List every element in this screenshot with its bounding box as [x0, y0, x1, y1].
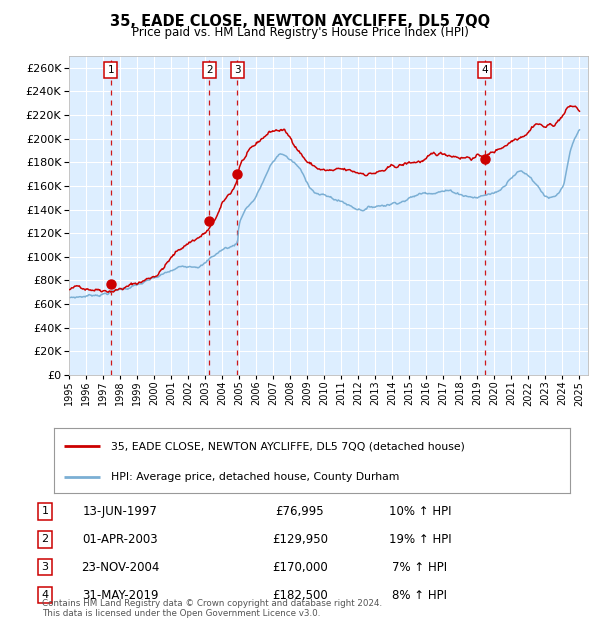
Text: 2: 2 — [41, 534, 49, 544]
Text: 19% ↑ HPI: 19% ↑ HPI — [389, 533, 451, 546]
Text: 10% ↑ HPI: 10% ↑ HPI — [389, 505, 451, 518]
Text: 3: 3 — [234, 65, 241, 75]
Text: £170,000: £170,000 — [272, 561, 328, 574]
Text: 8% ↑ HPI: 8% ↑ HPI — [392, 589, 448, 601]
Text: 1: 1 — [107, 65, 114, 75]
Text: 13-JUN-1997: 13-JUN-1997 — [83, 505, 157, 518]
Text: 31-MAY-2019: 31-MAY-2019 — [82, 589, 158, 601]
Text: 7% ↑ HPI: 7% ↑ HPI — [392, 561, 448, 574]
Text: £182,500: £182,500 — [272, 589, 328, 601]
Text: 3: 3 — [41, 562, 49, 572]
Text: 4: 4 — [481, 65, 488, 75]
Text: 1: 1 — [41, 507, 49, 516]
Text: 35, EADE CLOSE, NEWTON AYCLIFFE, DL5 7QQ: 35, EADE CLOSE, NEWTON AYCLIFFE, DL5 7QQ — [110, 14, 490, 29]
Text: £129,950: £129,950 — [272, 533, 328, 546]
Text: 4: 4 — [41, 590, 49, 600]
Text: 2: 2 — [206, 65, 212, 75]
Text: 23-NOV-2004: 23-NOV-2004 — [81, 561, 159, 574]
Text: Contains HM Land Registry data © Crown copyright and database right 2024.
This d: Contains HM Land Registry data © Crown c… — [42, 599, 382, 618]
Text: 35, EADE CLOSE, NEWTON AYCLIFFE, DL5 7QQ (detached house): 35, EADE CLOSE, NEWTON AYCLIFFE, DL5 7QQ… — [111, 441, 464, 451]
Text: HPI: Average price, detached house, County Durham: HPI: Average price, detached house, Coun… — [111, 472, 399, 482]
Text: 01-APR-2003: 01-APR-2003 — [82, 533, 158, 546]
Text: £76,995: £76,995 — [275, 505, 325, 518]
Text: Price paid vs. HM Land Registry's House Price Index (HPI): Price paid vs. HM Land Registry's House … — [131, 26, 469, 39]
